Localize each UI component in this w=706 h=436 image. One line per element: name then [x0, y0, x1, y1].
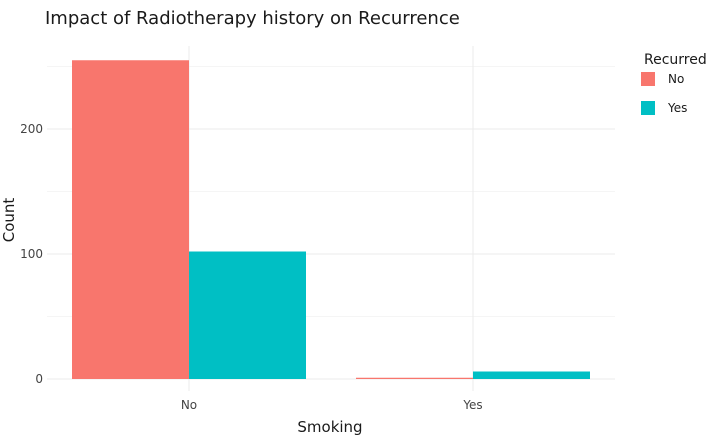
- legend-label: Yes: [667, 101, 687, 115]
- bars: [72, 60, 590, 379]
- y-tick-label: 0: [35, 372, 43, 386]
- bar-yes-yes: [473, 371, 590, 379]
- y-tick-label: 200: [20, 122, 43, 136]
- y-tick-label: 100: [20, 247, 43, 261]
- bar-no-yes: [189, 251, 306, 379]
- legend: Recurred No Yes: [641, 52, 706, 115]
- chart-title: Impact of Radiotherapy history on Recurr…: [45, 8, 460, 29]
- y-axis-ticks: 0 100 200: [20, 122, 43, 386]
- legend-title: Recurred: [644, 52, 706, 68]
- x-axis-title: Smoking: [297, 418, 362, 436]
- y-axis-title: Count: [0, 198, 18, 243]
- x-axis-ticks: No Yes: [181, 398, 483, 412]
- x-tick-label: Yes: [462, 398, 482, 412]
- legend-key: [641, 101, 655, 115]
- x-tick-label: No: [181, 398, 197, 412]
- bar-no-no: [72, 60, 189, 379]
- legend-label: No: [668, 72, 684, 86]
- legend-key: [641, 72, 655, 86]
- bar-yes-no: [356, 377, 473, 379]
